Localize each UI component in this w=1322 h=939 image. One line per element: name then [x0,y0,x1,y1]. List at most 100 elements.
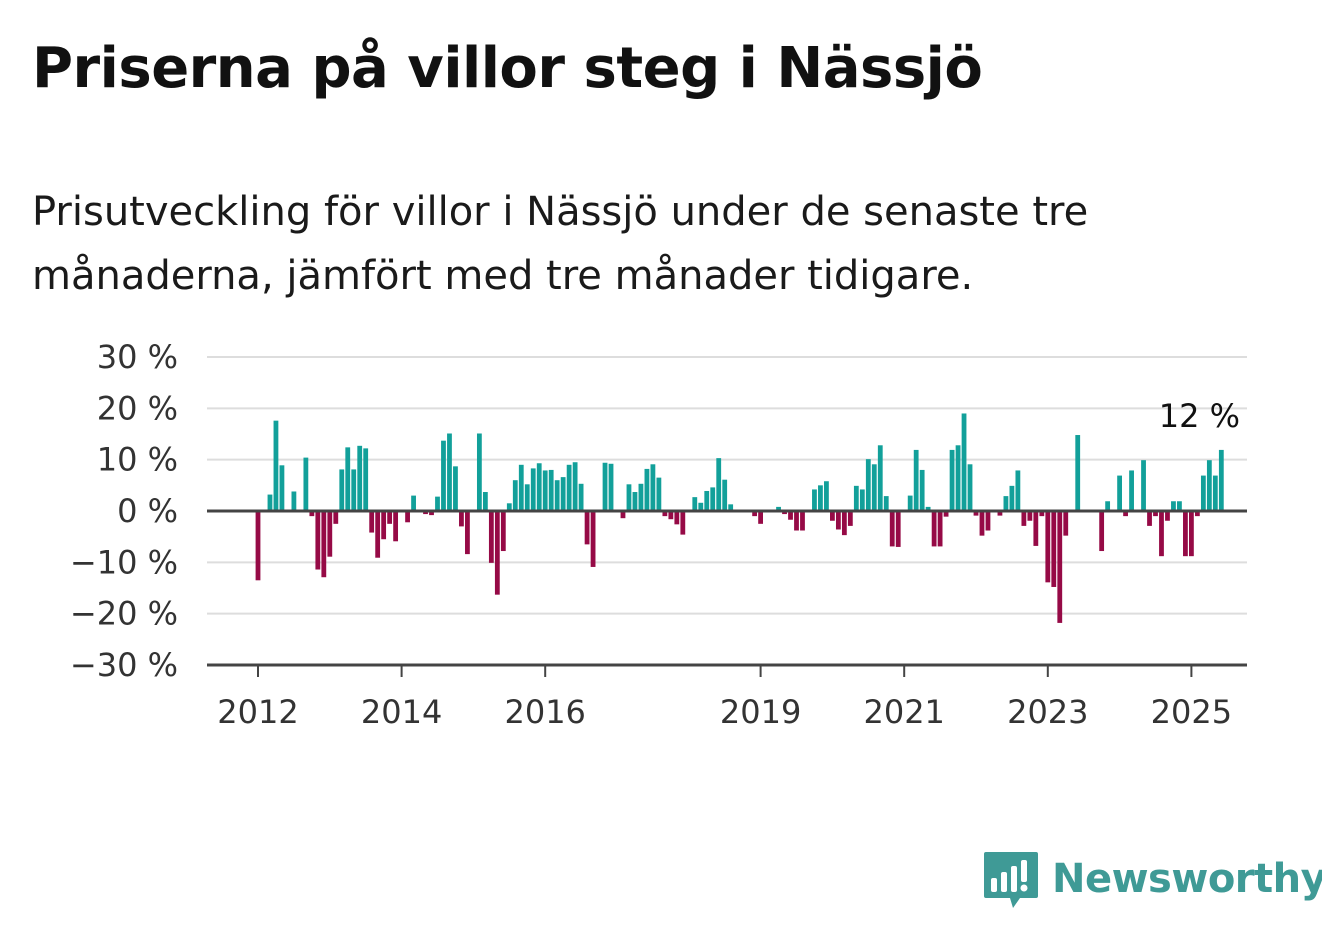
bar [859,489,865,511]
bar [1218,449,1224,511]
bar [800,511,805,531]
bar [674,511,680,525]
bar [459,511,464,527]
bar [913,449,919,511]
bar [482,492,488,511]
bar [1194,511,1200,517]
price-change-bar-chart: 30 %20 %10 %0 %−10 %−20 %−30 % 2012 2014 2… [70,338,1247,731]
bar [865,459,871,511]
bar [955,445,961,511]
bar [1045,511,1051,583]
bar [536,463,542,511]
bar [794,511,799,531]
bar [357,445,363,511]
bar [1123,511,1128,517]
bar [1039,511,1045,517]
bar [692,497,698,511]
bar [644,468,650,511]
bar [871,464,877,511]
bar-chart-speech-icon [984,852,1038,908]
bar [1057,511,1063,623]
bar [291,491,297,511]
bar [889,511,895,547]
x-axis-ticks: 2012 2014 2016 2019 2021 2023 2025 [217,665,1232,731]
bar [973,511,979,516]
bar [369,511,375,533]
brand-name: Newsworthy [1052,856,1322,902]
page-title: Priserna på villor steg i Nässjö [32,36,983,101]
bar [1063,511,1069,536]
bar [716,458,722,511]
bar [1027,511,1033,521]
bar [1147,511,1152,526]
newsworthy-logo: Newsworthy [980,848,1322,910]
bar [506,503,512,511]
bar [327,511,333,557]
x-tick-label: 2014 [361,693,442,731]
bar [429,511,434,516]
bar [1075,435,1081,511]
bar [883,496,889,511]
bar [279,465,285,511]
bar [895,511,901,547]
bar [548,469,554,511]
bar [584,511,590,545]
bar [650,464,656,511]
bar [578,483,584,511]
bar [1003,496,1009,511]
bar [542,470,548,511]
bar [393,511,399,542]
bar [273,420,279,511]
axes [207,509,1247,667]
bar [494,511,500,595]
x-tick-label: 2025 [1151,693,1232,731]
bar [447,433,452,511]
bar [387,511,393,524]
y-tick-label: 20 % [97,389,178,427]
bar [1165,511,1170,521]
bar [351,469,357,511]
bar [1051,511,1057,587]
bar [405,511,410,523]
bar [1015,470,1021,511]
bar [943,511,949,517]
bar [309,511,315,517]
bar [835,511,841,530]
bars [255,413,1224,623]
bar [1159,511,1164,557]
bar [782,511,787,515]
bar [423,511,428,515]
bar [662,511,668,517]
y-tick-label: −10 % [70,543,178,581]
bar [1021,511,1027,526]
bar [847,511,853,526]
x-tick-label: 2021 [863,693,944,731]
last-value-label: 12 % [1159,397,1240,435]
bar [1033,511,1039,546]
bar [812,489,817,511]
bar [608,463,614,511]
bar [997,511,1003,516]
y-tick-label: 10 % [97,441,178,479]
bar [704,490,710,511]
bar [1189,511,1194,557]
bar [967,464,973,511]
bar [919,469,925,511]
bar [602,462,608,511]
bar [453,466,458,511]
bar [979,511,985,536]
bar [363,448,369,511]
bar [1141,460,1146,511]
bar [345,447,351,511]
y-tick-label: −20 % [70,595,178,633]
bar [572,462,578,511]
x-tick-label: 2019 [720,693,801,731]
bar [500,511,506,552]
bar [985,511,991,531]
bar [841,511,847,536]
bar [590,511,596,567]
bar [632,492,638,511]
bar [925,506,931,511]
bar [1129,470,1134,511]
bar [1117,475,1122,511]
